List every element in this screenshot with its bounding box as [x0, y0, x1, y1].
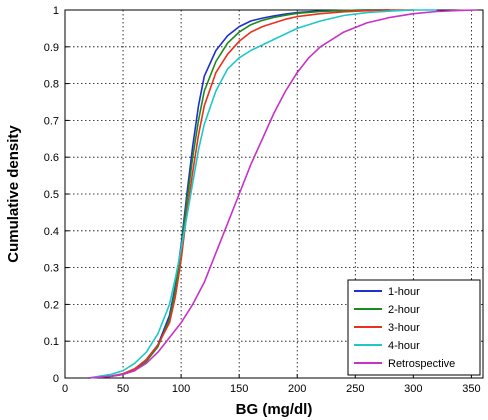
series-line-4-hour [88, 9, 437, 379]
legend-label-4-hour: 4-hour [388, 340, 420, 352]
x-tick-label: 0 [62, 383, 68, 395]
legend-label-1-hour: 1-hour [388, 286, 420, 298]
x-tick-label: 200 [288, 383, 306, 395]
series-lines [88, 9, 478, 379]
y-tick-label: 0.3 [44, 263, 59, 275]
legend: 1-hour 2-hour 3-hour 4-hour Retrospective [347, 279, 481, 376]
y-tick-label: 0.2 [44, 299, 59, 311]
x-tick-label: 250 [346, 383, 364, 395]
x-tick-label: 300 [404, 383, 422, 395]
series-line-2-hour [88, 9, 391, 379]
y-tick-label: 0.8 [44, 79, 59, 91]
y-tick-label: 0.7 [44, 115, 59, 127]
legend-label-retrospective: Retrospective [388, 358, 455, 370]
y-tick-label: 0.9 [44, 42, 59, 54]
y-tick-label: 0.5 [44, 189, 59, 201]
x-tick-label: 350 [462, 383, 480, 395]
x-tick-label: 50 [117, 383, 129, 395]
legend-label-3-hour: 3-hour [388, 322, 420, 334]
y-tick-label: 0.4 [44, 226, 59, 238]
y-axis-ticks: 0 0.1 0.2 0.3 0.4 0.5 0.6 0.7 0.8 0.9 1 [44, 5, 69, 385]
series-line-retrospective [88, 9, 478, 379]
y-axis-label: Cumulative density [5, 125, 22, 263]
x-axis-ticks: 0 50 100 150 200 250 300 350 [62, 374, 481, 395]
y-tick-label: 1 [53, 5, 59, 17]
x-axis-label: BG (mg/dl) [236, 401, 313, 418]
x-tick-label: 150 [230, 383, 248, 395]
y-tick-label: 0.6 [44, 152, 59, 164]
x-tick-label: 100 [172, 383, 190, 395]
y-tick-label: 0 [53, 373, 59, 385]
y-tick-label: 0.1 [44, 336, 59, 348]
legend-label-2-hour: 2-hour [388, 304, 420, 316]
series-line-3-hour [88, 9, 414, 379]
